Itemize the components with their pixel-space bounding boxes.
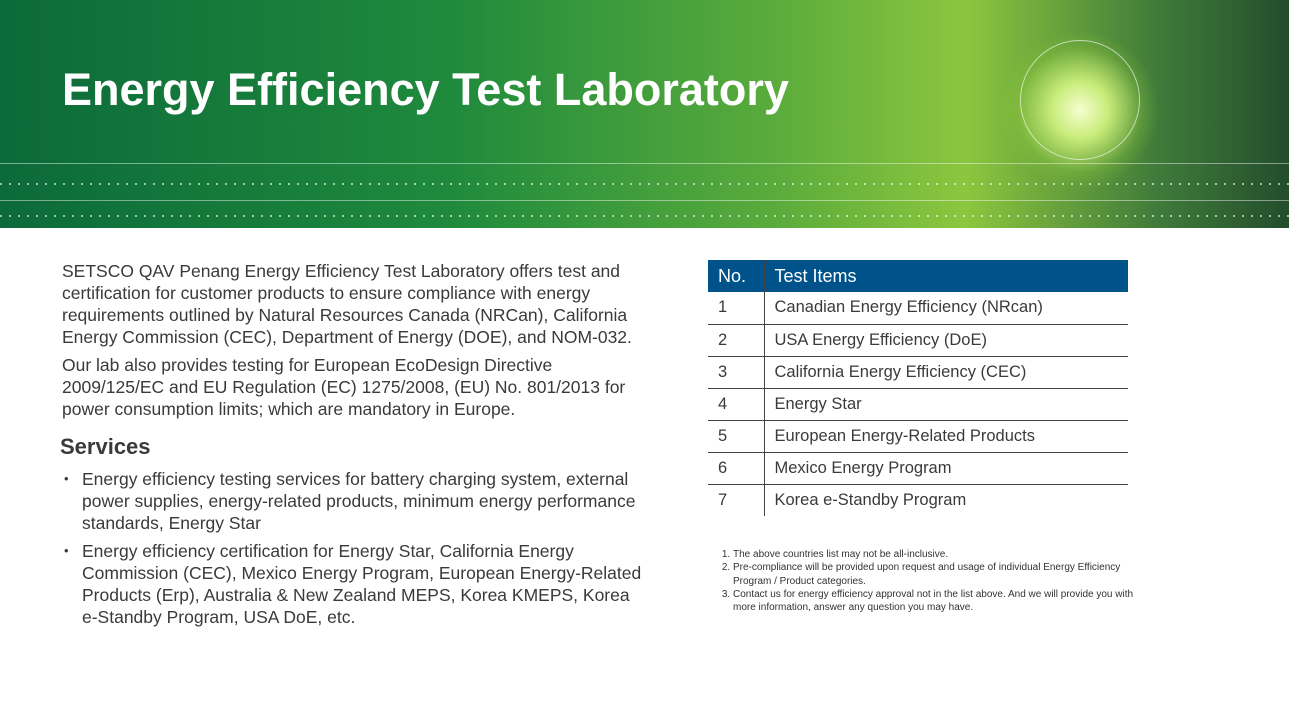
table-row: 2 USA Energy Efficiency (DoE) — [708, 324, 1128, 357]
number-cell: 4 — [708, 388, 765, 421]
energy-icons-ring — [1020, 40, 1140, 160]
table-row: 7 Korea e-Standby Program — [708, 484, 1128, 516]
decorative-line — [0, 200, 1289, 201]
test-item-cell: Canadian Energy Efficiency (NRcan) — [764, 292, 1128, 325]
test-items-table: No. Test Items 1 Canadian Energy Efficien… — [708, 260, 1128, 516]
table-row: 1 Canadian Energy Efficiency (NRcan) — [708, 292, 1128, 325]
footnotes: The above countries list may not be all-… — [716, 548, 1136, 614]
table-header: No. Test Items — [708, 260, 1128, 292]
number-cell: 6 — [708, 452, 765, 485]
test-item-cell: Mexico Energy Program — [764, 452, 1128, 485]
decorative-dots — [0, 183, 1289, 185]
services-list: Energy efficiency testing services for b… — [62, 468, 642, 628]
decorative-line — [0, 163, 1289, 164]
test-item-cell: California Energy Efficiency (CEC) — [764, 356, 1128, 389]
footnote: Pre-compliance will be provided upon req… — [733, 561, 1136, 588]
intro-paragraph: Our lab also provides testing for Europe… — [62, 355, 626, 419]
test-item-cell: Korea e-Standby Program — [774, 490, 967, 509]
test-item-cell: European Energy-Related Products — [764, 420, 1128, 453]
number-cell: 2 — [708, 324, 765, 357]
header-banner — [0, 0, 1289, 228]
test-item-cell: USA Energy Efficiency (DoE) — [764, 324, 1128, 357]
table-row: 6 Mexico Energy Program — [708, 452, 1128, 485]
intro-section: SETSCO QAV Penang Energy Efficiency Test… — [60, 260, 642, 634]
table-row: 3 California Energy Efficiency (CEC) — [708, 356, 1128, 389]
number-cell: 3 — [708, 356, 765, 389]
column-header-test-items: Test Items — [764, 260, 1128, 292]
services-heading: Services — [60, 434, 151, 459]
test-item-cell: Energy Star — [764, 388, 1128, 421]
table-row: 4 Energy Star — [708, 388, 1128, 421]
intro-paragraph: SETSCO QAV Penang Energy Efficiency Test… — [62, 261, 632, 347]
number-cell: 5 — [708, 420, 765, 453]
decorative-dots — [0, 215, 1289, 217]
number-cell: 1 — [708, 292, 765, 325]
footnote: The above countries list may not be all-… — [733, 548, 1136, 561]
column-header-no: No. — [708, 260, 765, 292]
footnote: Contact us for energy efficiency approva… — [733, 588, 1136, 615]
page-title: Energy Efficiency Test Laboratory — [62, 64, 789, 115]
list-item: Energy efficiency certification for Ener… — [62, 540, 642, 628]
list-item: Energy efficiency testing services for b… — [62, 468, 642, 534]
number-cell: 7 — [708, 484, 765, 516]
table-row: 5 European Energy-Related Products — [708, 420, 1128, 453]
